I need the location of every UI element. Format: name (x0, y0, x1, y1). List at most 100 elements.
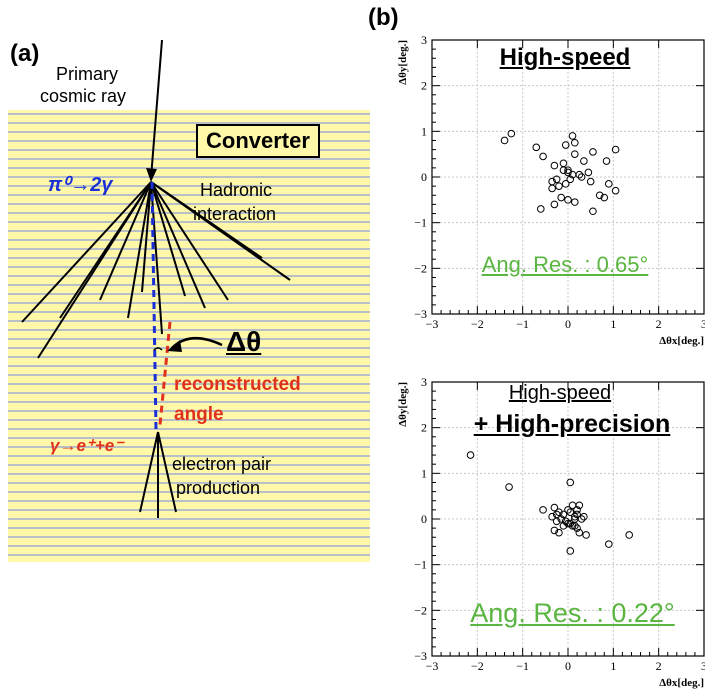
x-tick-label: 1 (610, 659, 616, 673)
scatter-point (548, 512, 556, 521)
shower-line (150, 181, 206, 309)
electron-line-right (157, 431, 177, 513)
scatter-point (571, 138, 579, 147)
x-tick-label: 2 (656, 659, 662, 673)
scatter-point (566, 175, 575, 184)
scatter-point (577, 173, 586, 181)
x-tick-label: −3 (426, 659, 439, 673)
x-tick-label: 2 (656, 317, 662, 331)
scatter-point (537, 205, 545, 213)
scatter-point (532, 143, 541, 152)
y-tick-label: −2 (414, 261, 427, 275)
x-tick-label: −1 (516, 317, 529, 331)
converter-diagram (8, 39, 370, 562)
scatter-point (539, 506, 547, 514)
hadronic-label-line2: interaction (193, 204, 277, 224)
y-tick-label: −3 (414, 307, 427, 321)
scatter-point (559, 159, 568, 168)
scatter-point (602, 157, 611, 165)
scatter-point (625, 531, 633, 539)
reconstructed-label-line2: angle (174, 404, 224, 425)
x-tick-label: 3 (701, 659, 705, 673)
angle-wiggle (153, 347, 163, 351)
scatter-point (595, 191, 604, 200)
scatter-point (600, 193, 609, 202)
scatter-point (561, 141, 570, 149)
shower-line (150, 181, 291, 281)
scatter-point (566, 519, 575, 528)
bottom-plot-title-line1: High-speed (508, 382, 612, 404)
scatter-point (589, 148, 597, 156)
scatter-point (564, 166, 572, 174)
scatter-point (571, 198, 579, 206)
scatter-point (605, 540, 613, 548)
scatter-point (580, 512, 588, 521)
y-tick-label: −1 (414, 558, 427, 572)
panel-a-label: (a) (10, 40, 40, 67)
scatter-point (564, 506, 572, 514)
scatter-point (571, 522, 579, 530)
primary-ray-label-line2: cosmic ray (40, 86, 127, 106)
y-tick-label: 3 (421, 375, 427, 389)
x-tick-label: −2 (471, 317, 484, 331)
converter-stripes (8, 113, 370, 556)
delta-theta-label: Δθ (226, 326, 262, 357)
scatter-point (580, 157, 588, 165)
x-tick-label: −2 (471, 659, 484, 673)
primary-ray-label-line1: Primary (56, 64, 118, 84)
electron-line-left (139, 431, 159, 513)
scatter-point (611, 186, 620, 195)
scatter-point (505, 483, 513, 491)
scatter-point (573, 510, 581, 519)
scatter-point (605, 180, 613, 188)
scatter-point (566, 478, 575, 487)
pi0-dashed-path (150, 181, 158, 431)
y-tick-label: 0 (421, 512, 427, 526)
scatter-point (568, 522, 577, 530)
scatter-plot-high-speed: −3−3 −2 −2 −1 −1 0 0 1 1 2 2 3 3 Δθx[deg.] Δθy[deg.] (397, 33, 705, 347)
electron-pair-label-line2: production (176, 478, 261, 498)
reconstructed-label-line1: reconstructed (174, 374, 301, 395)
scatter-point (573, 524, 581, 532)
electron-pair-label-line1: electron pair (172, 454, 272, 474)
shower-line (59, 181, 152, 319)
x-tick-label: −1 (516, 659, 529, 673)
scatter-point (561, 180, 570, 188)
shower-line (127, 181, 152, 319)
hadronic-label-line1: Hadronic (200, 180, 273, 200)
y-axis-label: Δθy[deg.] (397, 382, 409, 427)
scatter-point (552, 510, 561, 519)
scatter-point (550, 200, 559, 209)
scatter-point (555, 528, 563, 537)
shower-line (21, 181, 152, 323)
scatter-point (577, 515, 586, 523)
scatter-point (555, 182, 563, 190)
gamma-pair-label: γ→e⁺+e⁻ (50, 436, 124, 455)
scatter-point (559, 522, 568, 530)
converter-label: Converter (196, 124, 320, 158)
scatter-point (466, 451, 475, 459)
x-axis-label: Δθx[deg.] (659, 335, 704, 347)
shower-line (150, 181, 229, 301)
scatter-point (555, 508, 563, 516)
scatter-point (561, 517, 570, 526)
scatter-point (575, 501, 584, 510)
y-tick-label: −1 (414, 216, 427, 230)
scatter-point (611, 145, 620, 154)
x-tick-label: 0 (565, 659, 571, 673)
scatter-point (575, 528, 584, 537)
scatter-point (550, 526, 559, 535)
y-tick-label: 2 (421, 79, 427, 93)
scatter-point (552, 175, 561, 184)
y-axis-label: Δθy[deg.] (397, 40, 409, 85)
y-tick-label: 1 (421, 466, 427, 480)
top-plot-title: High-speed (499, 44, 631, 71)
scatter-point (550, 161, 559, 170)
scatter-point (564, 519, 572, 528)
scatter-point (507, 129, 516, 138)
scatter-point (548, 177, 556, 186)
bottom-plot-resolution: Ang. Res. : 0.22° (470, 598, 675, 628)
scatter-plot-high-precision: −3−3 −2 −2 −1 −1 0 0 1 1 2 2 3 3 Δθx[deg.] Δθy[deg.] (397, 375, 705, 689)
pi0-decay-label: π⁰→2γ (48, 174, 113, 196)
scatter-point (548, 184, 556, 193)
